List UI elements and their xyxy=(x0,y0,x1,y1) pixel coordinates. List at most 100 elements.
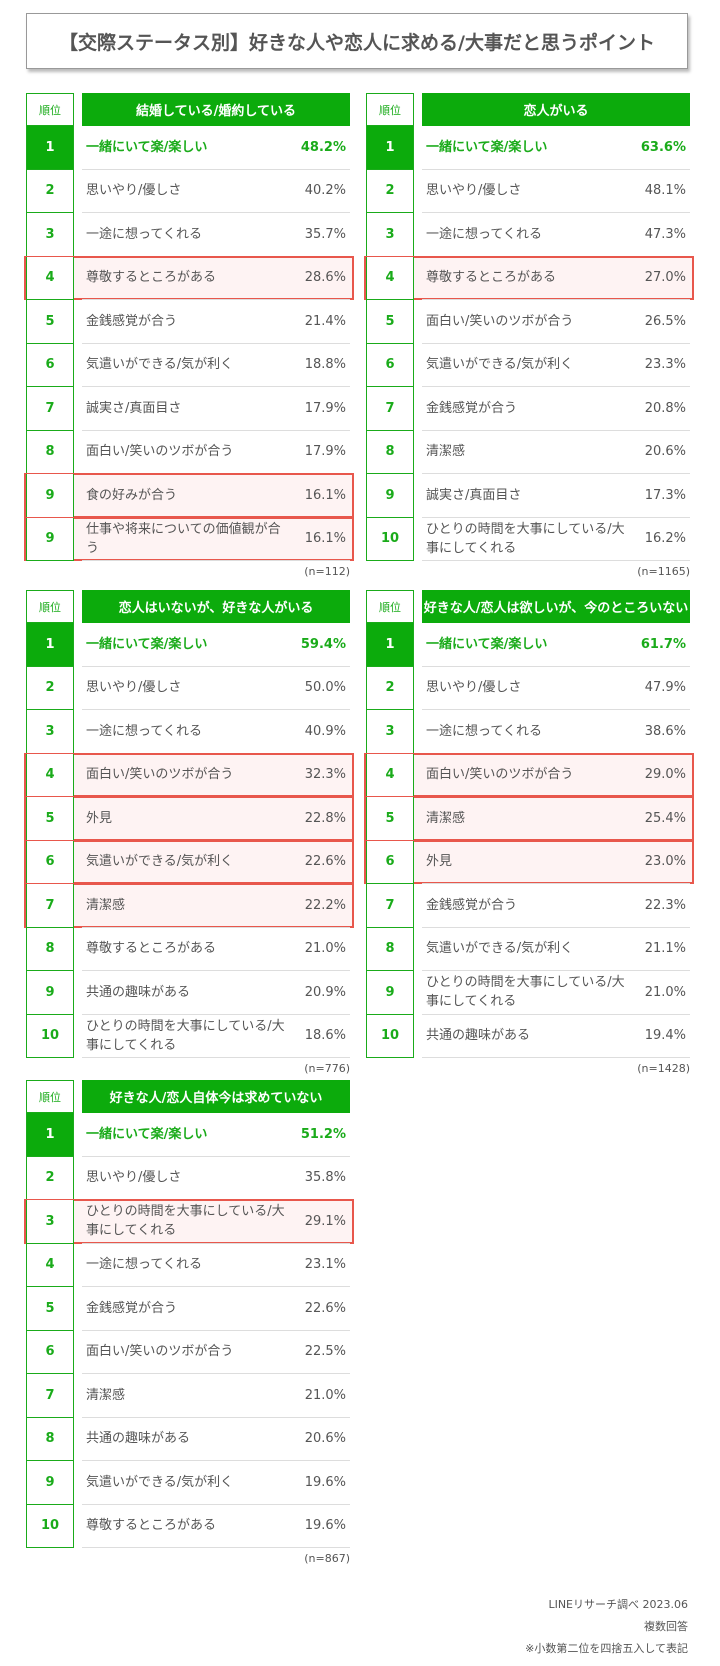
item-value: 32.3% xyxy=(304,767,346,783)
rank-cell: 10 xyxy=(26,1504,74,1548)
row-item: 尊敬するところがある 19.6% xyxy=(82,1505,350,1548)
item-label: 一緒にいて楽/楽しい xyxy=(426,139,548,155)
item-label: 面白い/笑いのツボが合う xyxy=(426,313,574,329)
table-title: 結婚している/婚約している xyxy=(82,93,350,126)
item-value: 40.9% xyxy=(304,723,346,739)
item-value: 47.3% xyxy=(644,226,686,242)
item-value: 19.6% xyxy=(304,1518,346,1534)
rank-cell: 8 xyxy=(366,927,414,971)
item-value: 20.6% xyxy=(644,444,686,460)
item-value: 63.6% xyxy=(640,139,686,155)
rank-cell: 8 xyxy=(26,1417,74,1461)
item-value: 19.6% xyxy=(304,1474,346,1490)
item-label: 外見 xyxy=(426,854,453,870)
row-item: 清潔感 20.6% xyxy=(422,431,690,474)
item-value: 23.1% xyxy=(304,1257,346,1273)
item-label: ひとりの時間を大事にしている/大事にしてくれる xyxy=(426,975,625,1010)
item-label: ひとりの時間を大事にしている/大事にしてくれる xyxy=(86,1204,285,1239)
item-label: 共通の趣味がある xyxy=(86,1431,191,1447)
row-item: 金銭感覚が合う 22.6% xyxy=(82,1287,350,1331)
item-value: 18.8% xyxy=(304,357,346,373)
rank-cell: 2 xyxy=(26,1156,74,1200)
rank-cell: 7 xyxy=(26,884,74,928)
rank-cell: 7 xyxy=(26,1374,74,1418)
rank-cell: 1 xyxy=(26,126,74,170)
item-value: 22.6% xyxy=(304,854,346,870)
rank-cell: 6 xyxy=(26,1330,74,1374)
item-value: 48.2% xyxy=(300,139,346,155)
item-label: 気遣いができる/気が利く xyxy=(426,357,574,373)
item-value: 47.9% xyxy=(644,680,686,696)
item-label: 尊敬するところがある xyxy=(86,270,217,286)
rank-cell: 10 xyxy=(26,1014,74,1058)
rank-cell: 4 xyxy=(26,256,74,300)
rank-header: 順位 xyxy=(26,590,74,623)
rank-cell: 7 xyxy=(26,387,74,431)
rank-header: 順位 xyxy=(26,93,74,126)
sample-size: (n=1165) xyxy=(637,565,690,578)
row-item: 一緒にいて楽/楽しい 63.6% xyxy=(422,126,690,170)
row-item: 仕事や将来についての価値観が合う 16.1% xyxy=(82,518,350,561)
item-label: 外見 xyxy=(86,810,113,826)
table-title: 好きな人/恋人は欲しいが、今のところいない xyxy=(422,590,690,623)
row-item: 一緒にいて楽/楽しい 48.2% xyxy=(82,126,350,170)
row-item: 思いやり/優しさ 48.1% xyxy=(422,170,690,213)
row-item: ひとりの時間を大事にしている/大事にしてくれる 16.2% xyxy=(422,518,690,561)
rank-header: 順位 xyxy=(26,1080,74,1113)
item-value: 35.8% xyxy=(304,1170,346,1186)
rank-cell: 5 xyxy=(26,797,74,841)
footer-note: ※小数第二位を四捨五入して表記 xyxy=(525,1642,688,1655)
item-label: ひとりの時間を大事にしている/大事にしてくれる xyxy=(86,1018,285,1053)
item-label: 面白い/笑いのツボが合う xyxy=(86,1344,234,1360)
rank-cell: 9 xyxy=(26,474,74,518)
row-item: 面白い/笑いのツボが合う 22.5% xyxy=(82,1331,350,1374)
row-item: 気遣いができる/気が利く 21.1% xyxy=(422,928,690,971)
item-label: 一緒にいて楽/楽しい xyxy=(86,139,208,155)
rank-cell: 9 xyxy=(366,474,414,518)
row-item: 面白い/笑いのツボが合う 32.3% xyxy=(82,754,350,797)
item-value: 20.8% xyxy=(644,400,686,416)
item-value: 17.9% xyxy=(304,400,346,416)
row-item: 一途に想ってくれる 23.1% xyxy=(82,1244,350,1287)
item-label: 思いやり/優しさ xyxy=(86,680,182,696)
item-value: 21.1% xyxy=(644,941,686,957)
rank-cell: 9 xyxy=(26,517,74,561)
item-value: 21.0% xyxy=(304,941,346,957)
rank-cell: 6 xyxy=(26,840,74,884)
rank-cell: 7 xyxy=(366,884,414,928)
item-value: 16.1% xyxy=(304,487,346,503)
row-item: 誠実さ/真面目さ 17.3% xyxy=(422,474,690,518)
item-label: 面白い/笑いのツボが合う xyxy=(86,444,234,460)
row-item: 金銭感覚が合う 22.3% xyxy=(422,884,690,928)
sample-size: (n=112) xyxy=(304,565,350,578)
item-label: 気遣いができる/気が利く xyxy=(86,357,234,373)
rank-cell: 8 xyxy=(366,430,414,474)
row-highlight xyxy=(24,516,354,561)
item-value: 23.0% xyxy=(644,854,686,870)
row-highlight xyxy=(24,473,354,518)
rank-cell: 5 xyxy=(26,1287,74,1331)
rank-cell: 9 xyxy=(366,971,414,1015)
item-label: 思いやり/優しさ xyxy=(426,183,522,199)
rank-cell: 9 xyxy=(26,971,74,1015)
rank-cell: 1 xyxy=(26,623,74,667)
rank-cell: 1 xyxy=(366,623,414,667)
sample-size: (n=867) xyxy=(304,1552,350,1565)
item-value: 23.3% xyxy=(644,357,686,373)
table-title: 恋人はいないが、好きな人がいる xyxy=(82,590,350,623)
item-label: 一途に想ってくれる xyxy=(86,723,202,739)
item-label: 尊敬するところがある xyxy=(86,1518,217,1534)
footer-note: LINEリサーチ調べ 2023.06 xyxy=(548,1598,688,1611)
item-value: 19.4% xyxy=(644,1028,686,1044)
rank-cell: 2 xyxy=(366,666,414,710)
row-item: 思いやり/優しさ 35.8% xyxy=(82,1157,350,1200)
row-item: 気遣いができる/気が利く 18.8% xyxy=(82,344,350,387)
table-title: 好きな人/恋人自体今は求めていない xyxy=(82,1080,350,1113)
item-value: 29.0% xyxy=(644,767,686,783)
item-label: 清潔感 xyxy=(86,897,126,913)
rank-cell: 3 xyxy=(26,213,74,257)
rank-cell: 5 xyxy=(26,300,74,344)
rank-cell: 6 xyxy=(26,343,74,387)
rank-cell: 4 xyxy=(26,1243,74,1287)
